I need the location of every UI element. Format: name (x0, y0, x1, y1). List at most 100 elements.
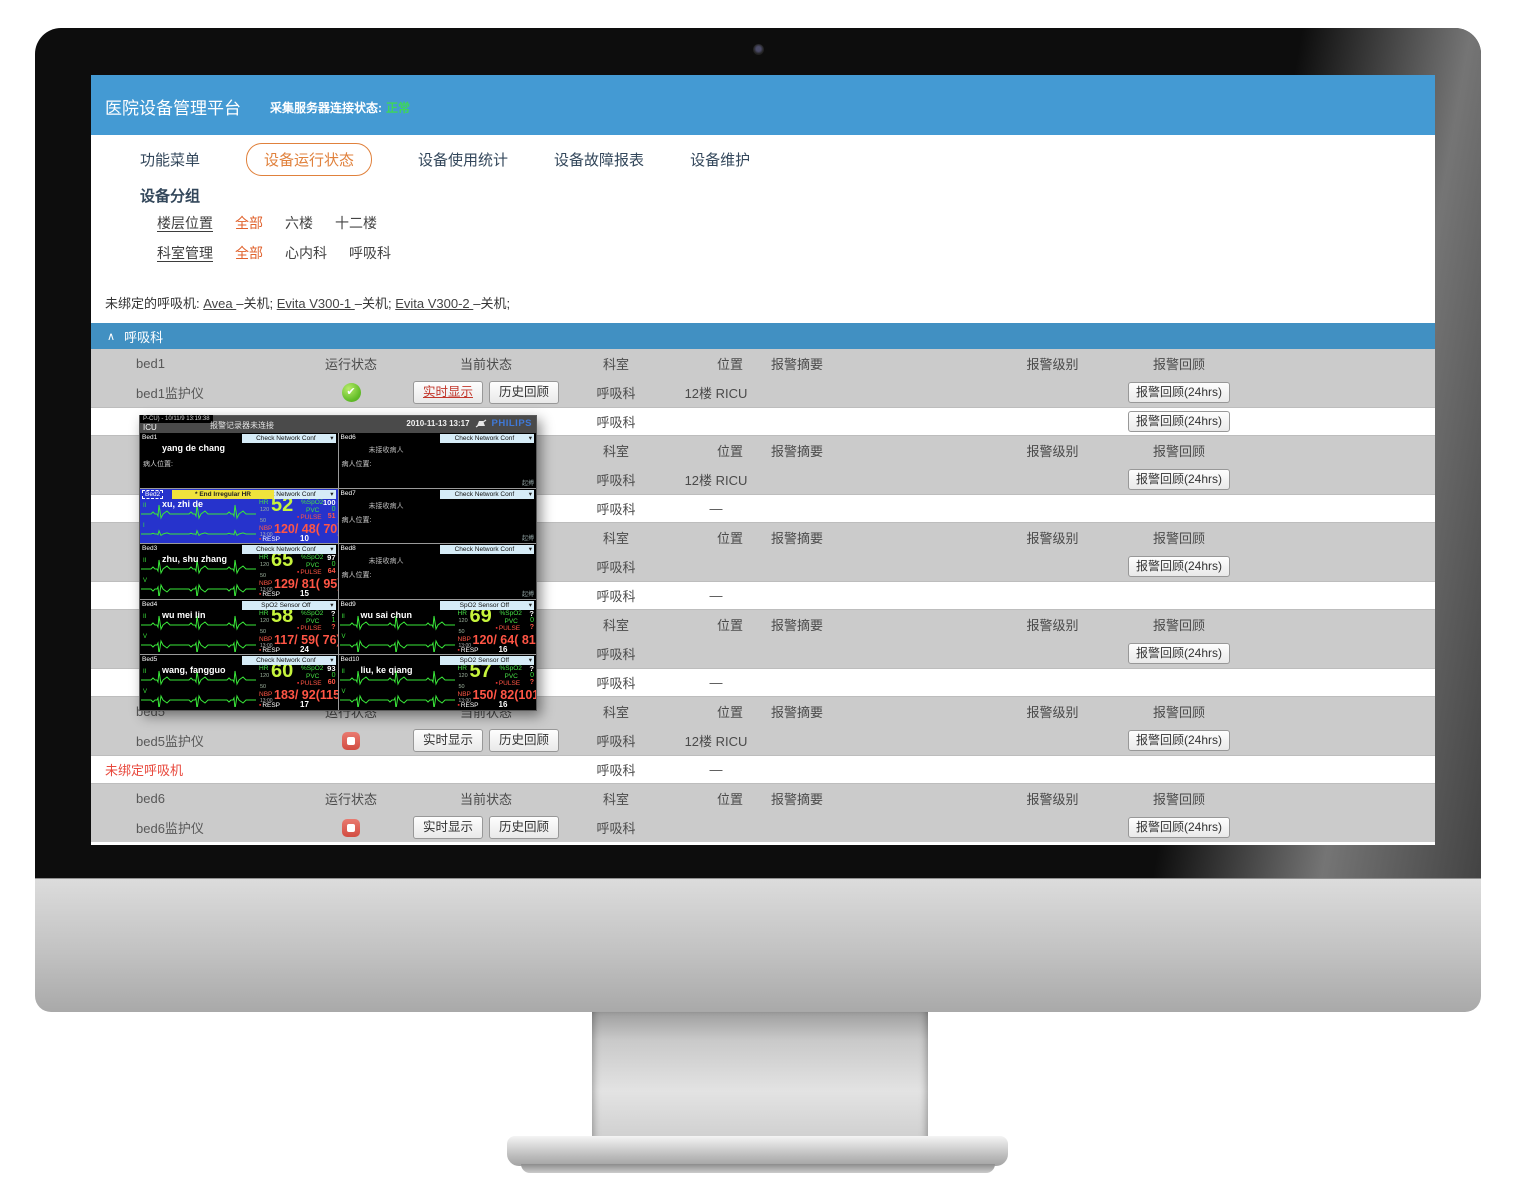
nav-item-link[interactable]: 设备故障报表 (554, 151, 645, 169)
tile-dropdown[interactable]: Check Network Conf ▾ (440, 545, 534, 555)
philips-logo: PHILIPS (491, 418, 532, 429)
section-bar-respiratory[interactable]: ∧ 呼吸科 (91, 323, 1435, 349)
resp-label: ▪RESP (259, 647, 280, 654)
filter-option[interactable]: 全部 (235, 245, 263, 261)
pulse-label: ▪PULSE (297, 680, 322, 687)
tile-dropdown[interactable]: SpO2 Sensor Off ▾ (241, 600, 336, 610)
tile-dropdown[interactable]: Check Network Conf ▾ (241, 545, 336, 555)
filter-dept: 科室管理 全部 心内科 呼吸科 (157, 241, 391, 265)
alarm-off-icon: ▪ (495, 624, 498, 632)
history-review-button[interactable]: 历史回顾 (489, 381, 560, 404)
bed-id-label: Bed1 (142, 434, 158, 441)
unbound-ventilators-line: 未绑定的呼吸机: Avea –关机; Evita V300-1 –关机; Evi… (105, 293, 510, 312)
tile-dropdown[interactable]: Check Network Conf ▾ (440, 434, 534, 443)
alarm-off-icon: ▪ (297, 513, 300, 521)
lead-label: II (341, 669, 345, 676)
pvc-label: PVC (504, 617, 518, 625)
tile-dropdown[interactable]: Check Network Conf ▾ (440, 489, 534, 499)
tile-dropdown[interactable]: SpO2 Sensor Off ▾ (440, 656, 534, 666)
resp-value: 17 (300, 700, 309, 710)
filter-option[interactable]: 全部 (235, 215, 263, 231)
chevron-down-icon: ▾ (528, 657, 532, 665)
col-header-alarm-review: 报警回顾 (1152, 444, 1205, 459)
nbp-label: NBP (259, 635, 273, 643)
spo2-value: 100 (322, 497, 336, 507)
live-view-button[interactable]: 实时显示 (412, 816, 483, 839)
device-name: bed6监护仪 (136, 821, 204, 836)
alarm-review-24h-button[interactable]: 报警回顾(24hrs) (1127, 468, 1230, 491)
pulse-value: 51 (327, 512, 336, 520)
hr-low-limit: 50 (458, 684, 465, 691)
nbp-value: 120/ 48( 70) (274, 521, 338, 536)
lead-label: V (143, 689, 148, 696)
hr-low-limit: 50 (458, 628, 465, 635)
unbound-device-link[interactable]: Avea (203, 296, 237, 311)
lead-label: II (143, 558, 147, 565)
ecg-waveform (339, 671, 455, 687)
lead-label: V (143, 578, 148, 585)
pulse-label: ▪PULSE (297, 625, 322, 632)
col-header-location: 位置 (716, 444, 743, 459)
ecg-waveform (141, 671, 256, 687)
tile-dropdown[interactable]: SpO2 Sensor Off ▾ (440, 600, 534, 610)
pulse-label-text: PULSE (300, 513, 322, 521)
bed-tile-bed4: Bed4 SpO2 Sensor Off ▾ wu mei lin II V HR 120 50… (140, 599, 338, 655)
bed-tile-bed10: Bed10 SpO2 Sensor Off ▾ liu, ke qiang II V HR 1… (338, 655, 536, 710)
col-header-dept: 科室 (602, 444, 629, 459)
location-cell: — (709, 501, 723, 516)
nav-item-link[interactable]: 设备使用统计 (418, 151, 509, 169)
col-header-location: 位置 (716, 531, 743, 546)
nav-item-link[interactable]: 设备维护 (690, 151, 751, 169)
col-header-dept: 科室 (602, 792, 629, 807)
alarm-off-icon: ▪ (457, 646, 460, 654)
resp-label-text: RESP (262, 591, 281, 599)
col-header-location: 位置 (716, 705, 743, 720)
alarm-review-cell: 报警回顾(24hrs) (1114, 410, 1244, 433)
tile-dropdown[interactable]: Check Network Conf ▾ (241, 489, 336, 499)
spo2-label: %SpO2 (301, 609, 324, 617)
lead-label: V (341, 633, 346, 640)
resp-value: 10 (300, 533, 309, 543)
history-review-button[interactable]: 历史回顾 (489, 729, 560, 752)
unbound-device-link[interactable]: Evita V300-1 (276, 296, 355, 311)
bed-id-label: Bed4 (142, 600, 158, 608)
alarm-review-24h-button[interactable]: 报警回顾(24hrs) (1127, 816, 1230, 839)
col-header-alarm-review: 报警回顾 (1152, 618, 1205, 633)
filter-option[interactable]: 心内科 (285, 245, 327, 261)
alarm-review-24h-button[interactable]: 报警回顾(24hrs) (1127, 642, 1230, 665)
hr-low-limit: 50 (260, 628, 267, 635)
nav-item-active[interactable]: 设备运行状态 (246, 142, 373, 176)
history-review-button[interactable]: 历史回顾 (489, 816, 560, 839)
alarm-review-24h-button[interactable]: 报警回顾(24hrs) (1127, 729, 1230, 752)
col-header-alarm-review: 报警回顾 (1152, 792, 1205, 807)
col-header-alarm-summary: 报警摘要 (771, 618, 824, 633)
alarm-review-24h-button[interactable]: 报警回顾(24hrs) (1127, 410, 1230, 433)
ecg-waveform (141, 560, 256, 575)
filter-option[interactable]: 十二楼 (335, 215, 377, 231)
patient-location-label: 病人位置: (341, 572, 372, 580)
live-view-button[interactable]: 实时显示 (412, 381, 483, 404)
tile-dropdown[interactable]: Check Network Conf ▾ (241, 656, 336, 666)
hr-value: 57 (469, 660, 492, 683)
nav-item-link[interactable]: 功能菜单 (140, 151, 201, 169)
bed-label: bed1 (136, 356, 165, 371)
alarm-off-icon: ▪ (495, 680, 498, 688)
col-header-alarm-summary: 报警摘要 (771, 357, 824, 372)
alarm-review-24h-button[interactable]: 报警回顾(24hrs) (1127, 381, 1230, 404)
alarm-review-24h-button[interactable]: 报警回顾(24hrs) (1127, 555, 1230, 578)
collapse-caret-icon[interactable]: ∧ (107, 330, 116, 343)
filter-option[interactable]: 呼吸科 (349, 245, 391, 261)
tile-dropdown[interactable]: Check Network Conf ▾ (241, 434, 336, 443)
nbp-time: 13:00 (260, 698, 273, 705)
alarm-review-cell: 报警回顾(24hrs) (1114, 381, 1244, 404)
unbound-device-link[interactable]: Evita V300-2 (395, 296, 474, 311)
page-content: 医院设备管理平台 采集服务器连接状态: 正常 功能菜单 设备运行状态 设备使用统计 设备… (91, 75, 1435, 845)
dept-cell: 呼吸科 (596, 821, 636, 836)
live-view-button[interactable]: 实时显示 (412, 729, 483, 752)
filter-option[interactable]: 六楼 (285, 215, 313, 231)
alarm-off-icon: ▪ (297, 624, 300, 632)
location-cell: — (709, 762, 723, 777)
device-group-heading: 设备分组 (140, 188, 201, 205)
alarm-off-icon: ▪ (259, 702, 262, 710)
hr-label: HR (457, 609, 467, 617)
